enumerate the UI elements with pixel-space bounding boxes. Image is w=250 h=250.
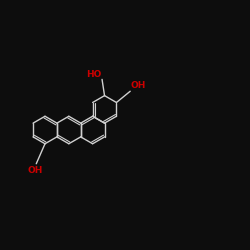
Text: OH: OH (27, 166, 43, 175)
Text: OH: OH (131, 82, 146, 90)
Text: HO: HO (86, 70, 102, 78)
